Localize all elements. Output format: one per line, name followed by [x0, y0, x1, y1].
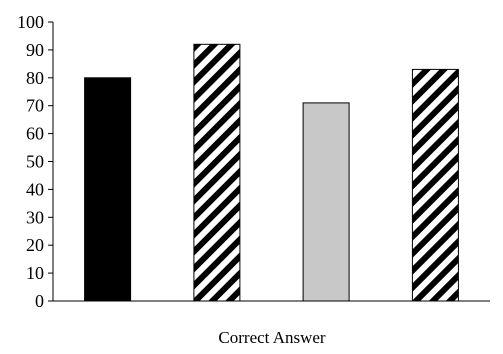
y-tick-label: 0: [35, 291, 44, 311]
y-tick-label: 50: [26, 152, 44, 172]
bar-1: [84, 77, 132, 302]
y-tick-label: 70: [26, 96, 44, 116]
bar-3: [302, 102, 350, 302]
y-axis: 0 10 20 30 40 50 60 70 80 90 100: [17, 12, 54, 311]
y-tick-label: 60: [26, 124, 44, 144]
bar-4: [411, 68, 459, 302]
y-tick-label: 10: [26, 263, 44, 283]
y-tick-label: 20: [26, 235, 44, 255]
y-tick-label: 40: [26, 179, 44, 199]
y-tick-label: 80: [26, 68, 44, 88]
x-axis-label: Correct Answer: [218, 328, 326, 347]
bars: [84, 43, 459, 302]
y-tick-label: 100: [17, 12, 44, 32]
y-tick-label: 30: [26, 207, 44, 227]
bar-2: [193, 43, 241, 302]
y-tick-label: 90: [26, 40, 44, 60]
